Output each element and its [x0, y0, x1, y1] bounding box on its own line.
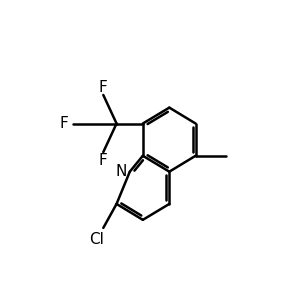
- Text: F: F: [59, 116, 68, 131]
- Text: F: F: [99, 153, 108, 168]
- Text: N: N: [116, 164, 128, 179]
- Text: Cl: Cl: [89, 232, 104, 247]
- Text: F: F: [99, 80, 108, 95]
